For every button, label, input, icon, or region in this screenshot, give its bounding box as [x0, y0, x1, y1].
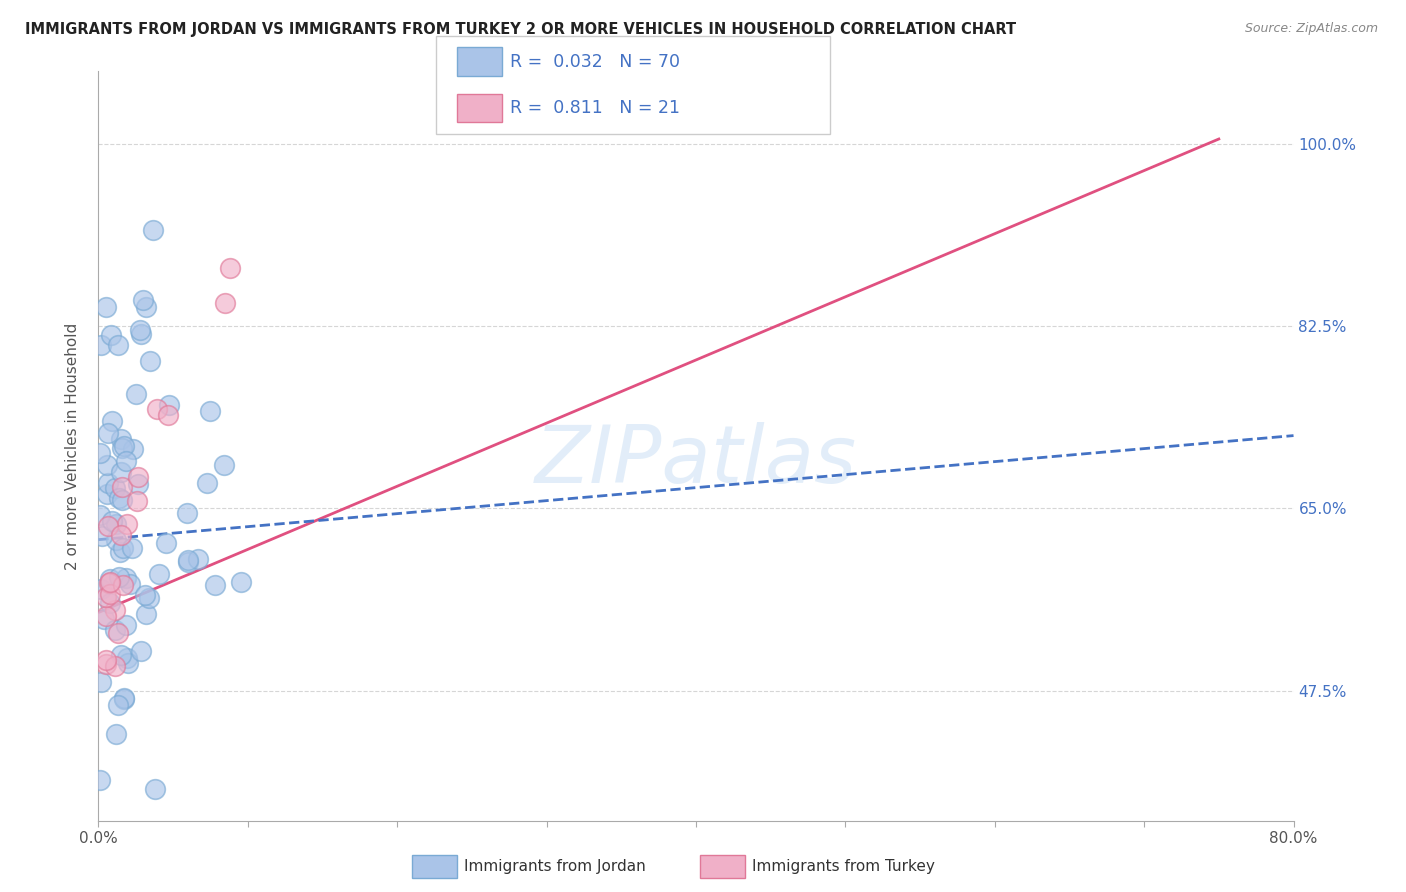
- Point: [148, 566, 170, 581]
- Point: [97, 475, 120, 490]
- Point: [91, 529, 114, 543]
- Point: [94, 609, 117, 624]
- Point: [101, 514, 124, 528]
- Point: [97, 576, 120, 591]
- Point: [195, 476, 218, 491]
- Point: [104, 533, 127, 548]
- Point: [110, 466, 132, 480]
- Text: R =  0.811   N = 21: R = 0.811 N = 21: [510, 99, 681, 117]
- Point: [107, 338, 129, 352]
- Point: [125, 387, 148, 401]
- Point: [214, 296, 236, 310]
- Point: [128, 323, 150, 337]
- Point: [157, 409, 180, 423]
- Text: ZIPatlas: ZIPatlas: [534, 422, 858, 500]
- Point: [94, 300, 117, 314]
- Point: [108, 544, 131, 558]
- Point: [177, 553, 200, 567]
- Point: [107, 626, 129, 640]
- Point: [94, 657, 117, 672]
- Point: [135, 607, 157, 621]
- Point: [212, 458, 235, 473]
- Point: [155, 535, 177, 549]
- Point: [97, 426, 120, 441]
- Point: [115, 454, 138, 468]
- Point: [98, 573, 121, 587]
- Point: [110, 528, 132, 542]
- Text: Immigrants from Jordan: Immigrants from Jordan: [464, 859, 645, 873]
- Point: [94, 653, 117, 667]
- Point: [104, 603, 127, 617]
- Point: [96, 487, 118, 501]
- Point: [121, 541, 143, 555]
- Text: Immigrants from Turkey: Immigrants from Turkey: [752, 859, 935, 873]
- Point: [90, 674, 112, 689]
- Point: [135, 300, 157, 314]
- Point: [100, 328, 122, 343]
- Text: R =  0.032   N = 70: R = 0.032 N = 70: [510, 53, 681, 70]
- Point: [146, 401, 169, 416]
- Point: [93, 612, 115, 626]
- Point: [96, 519, 118, 533]
- Point: [100, 574, 122, 589]
- Point: [112, 439, 135, 453]
- Point: [138, 591, 160, 606]
- Point: [94, 590, 117, 604]
- Point: [131, 644, 153, 658]
- Point: [104, 623, 127, 637]
- Point: [121, 442, 143, 456]
- Point: [125, 494, 148, 508]
- Point: [142, 223, 165, 237]
- Text: IMMIGRANTS FROM JORDAN VS IMMIGRANTS FROM TURKEY 2 OR MORE VEHICLES IN HOUSEHOLD: IMMIGRANTS FROM JORDAN VS IMMIGRANTS FRO…: [25, 22, 1017, 37]
- Point: [89, 773, 111, 788]
- Point: [157, 397, 180, 411]
- Point: [98, 587, 121, 601]
- Point: [120, 577, 142, 591]
- Text: Source: ZipAtlas.com: Source: ZipAtlas.com: [1244, 22, 1378, 36]
- Point: [108, 491, 131, 505]
- Point: [112, 578, 135, 592]
- Point: [111, 541, 134, 556]
- Point: [107, 698, 129, 713]
- Point: [115, 618, 138, 632]
- Point: [110, 648, 132, 662]
- Point: [96, 458, 118, 472]
- Point: [127, 477, 149, 491]
- Point: [101, 414, 124, 428]
- Point: [104, 727, 127, 741]
- Point: [108, 570, 131, 584]
- Point: [112, 690, 135, 705]
- Point: [111, 479, 134, 493]
- Point: [176, 506, 198, 520]
- Point: [89, 508, 111, 522]
- Point: [115, 516, 138, 531]
- Point: [110, 432, 132, 446]
- Point: [104, 481, 127, 495]
- Point: [117, 656, 139, 670]
- Point: [111, 492, 134, 507]
- Point: [111, 441, 134, 455]
- Y-axis label: 2 or more Vehicles in Household: 2 or more Vehicles in Household: [65, 322, 80, 570]
- Point: [204, 577, 226, 591]
- Point: [117, 651, 139, 665]
- Point: [187, 552, 209, 566]
- Point: [105, 516, 128, 531]
- Point: [89, 446, 111, 460]
- Point: [90, 338, 112, 352]
- Point: [200, 404, 222, 418]
- Point: [104, 659, 127, 673]
- Point: [229, 574, 252, 589]
- Point: [127, 470, 149, 484]
- Point: [218, 261, 240, 276]
- Point: [132, 293, 155, 308]
- Point: [100, 596, 122, 610]
- Point: [177, 556, 200, 570]
- Point: [112, 692, 135, 706]
- Point: [129, 327, 152, 342]
- Point: [90, 582, 112, 597]
- Point: [139, 353, 162, 368]
- Point: [143, 782, 166, 797]
- Point: [134, 588, 156, 602]
- Point: [115, 571, 138, 585]
